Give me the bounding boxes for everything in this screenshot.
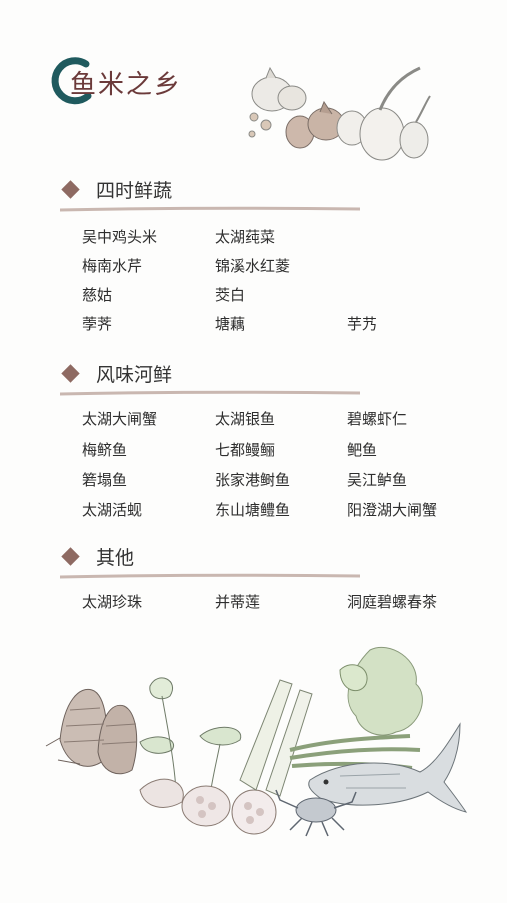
list-item: 太湖大闸蟹 — [82, 410, 158, 428]
list-item: 并蒂莲 — [215, 593, 261, 611]
list-item: 塘藕 — [215, 315, 246, 333]
water-chestnut-illustration — [248, 66, 431, 161]
section-header: 其他 — [60, 543, 360, 573]
brush-divider — [60, 206, 360, 212]
section-header: 风味河鲜 — [60, 360, 360, 390]
list-item: 阳澄湖大闸蟹 — [347, 501, 438, 519]
ring-icon — [51, 57, 92, 105]
section-header: 四时鲜蔬 — [60, 176, 360, 206]
section-title: 其他 — [96, 547, 135, 569]
list-item: 太湖珍珠 — [82, 593, 143, 611]
section-vegetables: 四时鲜蔬 吴中鸡头米 太湖莼菜 梅南水芹 锦溪水红菱 慈姑 茭白 荸荠 塘藕 芋… — [60, 176, 377, 333]
list-item: 鲃鱼 — [347, 441, 378, 459]
brush-divider — [60, 390, 360, 396]
diamond-icon — [61, 547, 80, 566]
section-title: 四时鲜蔬 — [96, 180, 173, 202]
list-item: 吴中鸡头米 — [82, 228, 158, 246]
diamond-icon — [61, 364, 80, 383]
list-item: 洞庭碧螺春茶 — [347, 593, 438, 611]
list-item: 太湖银鱼 — [215, 410, 276, 428]
list-item: 箬塌鱼 — [82, 471, 128, 489]
list-item: 张家港鲥鱼 — [215, 471, 291, 489]
list-item: 锦溪水红菱 — [215, 257, 291, 275]
list-item: 芋艿 — [347, 315, 378, 333]
list-item: 太湖活蚬 — [82, 501, 143, 519]
brush-divider — [60, 573, 360, 579]
list-item: 梅鲚鱼 — [82, 441, 128, 459]
list-item: 荸荠 — [82, 315, 113, 333]
page-title: 鱼米之乡 — [70, 70, 183, 100]
section-title: 风味河鲜 — [96, 364, 173, 386]
produce-illustration — [45, 646, 468, 837]
section-others: 其他 太湖珍珠 并蒂莲 洞庭碧螺春茶 — [60, 543, 437, 611]
list-item: 七都鳗鲡 — [215, 441, 276, 459]
list-item: 太湖莼菜 — [215, 228, 276, 246]
section-river-food: 风味河鲜 太湖大闸蟹 太湖银鱼 碧螺虾仁 梅鲚鱼 七都鳗鲡 鲃鱼 箬塌鱼 张家港… — [60, 360, 437, 519]
list-item: 碧螺虾仁 — [347, 410, 408, 428]
title-block: 鱼米之乡 — [48, 56, 228, 106]
list-item: 慈姑 — [82, 286, 113, 304]
list-item: 茭白 — [215, 286, 246, 304]
diamond-icon — [61, 180, 80, 199]
list-item: 吴江鲈鱼 — [347, 471, 408, 489]
list-item: 梅南水芹 — [82, 257, 143, 275]
list-item: 东山塘鳢鱼 — [215, 501, 291, 519]
